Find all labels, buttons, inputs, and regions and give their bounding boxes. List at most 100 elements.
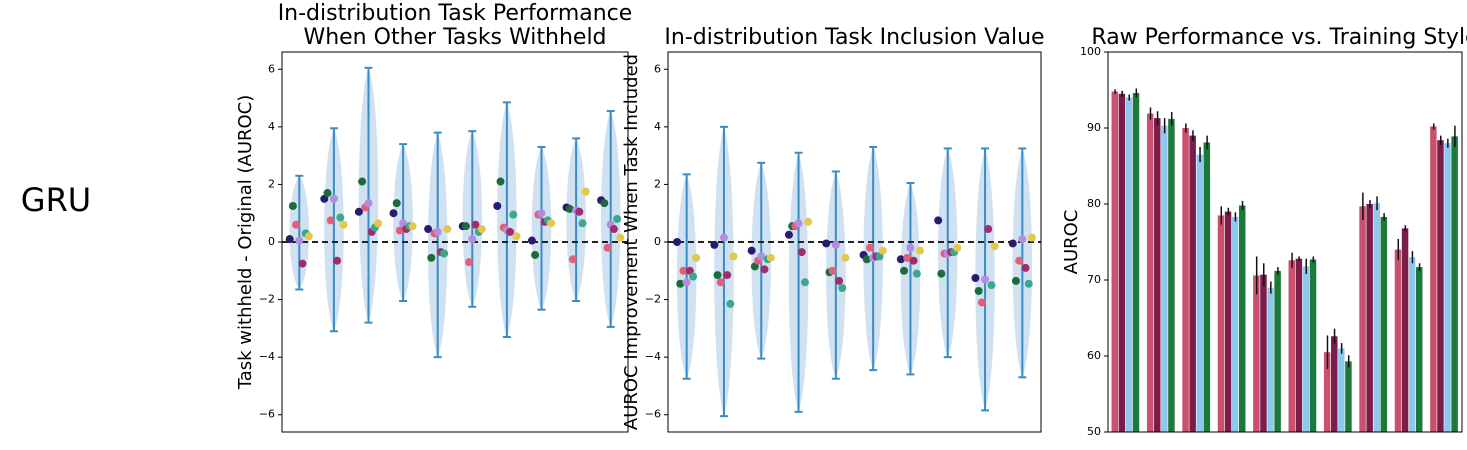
point (336, 213, 345, 222)
bar (1295, 258, 1303, 432)
y-tick-label: −2 (645, 293, 661, 306)
point (477, 225, 486, 234)
point (465, 258, 474, 267)
bar (1437, 140, 1444, 432)
point (900, 266, 909, 275)
point (835, 276, 844, 285)
bar (1415, 267, 1423, 432)
point (565, 204, 574, 213)
point (408, 222, 417, 231)
point (692, 253, 701, 262)
point (862, 255, 871, 264)
point (987, 281, 996, 290)
point (906, 243, 915, 252)
y-tick-label: −6 (259, 408, 275, 421)
bar (1451, 136, 1458, 433)
point (424, 225, 433, 234)
y-tick-label: 0 (654, 235, 661, 248)
point (609, 225, 618, 234)
plot-frame (667, 51, 1042, 433)
point (716, 278, 725, 287)
bar (1274, 270, 1281, 432)
bar (1189, 135, 1196, 432)
y-tick-label: 4 (268, 120, 275, 133)
point (903, 253, 912, 262)
point (800, 278, 809, 287)
bar (1323, 352, 1331, 432)
point (461, 222, 470, 231)
point (333, 256, 342, 265)
point (506, 227, 515, 236)
y-tick-label: −6 (645, 408, 661, 421)
point (713, 271, 722, 280)
point (427, 253, 436, 262)
point (757, 252, 766, 261)
point (527, 236, 536, 245)
point (838, 284, 847, 293)
bar (1401, 228, 1409, 432)
point (433, 227, 442, 236)
y-tick-label: 0 (268, 235, 275, 248)
point (682, 278, 691, 287)
point (723, 271, 732, 280)
point (1011, 276, 1020, 285)
bar (1203, 142, 1211, 432)
point (575, 207, 584, 216)
y-tick-label: 2 (654, 177, 661, 190)
point (1018, 235, 1027, 244)
y-axis-label: AUROC Improvement When Task Included (621, 54, 642, 430)
point (865, 243, 874, 252)
point (729, 252, 738, 261)
y-axis-label: AUROC (1061, 210, 1082, 275)
bar (1288, 260, 1296, 432)
point (616, 233, 625, 242)
point (440, 249, 449, 258)
row-label: GRU (21, 181, 91, 219)
point (568, 255, 577, 264)
bar (1444, 143, 1451, 432)
point (909, 256, 918, 265)
point (537, 209, 546, 218)
point (990, 242, 999, 251)
point (673, 238, 682, 246)
point (766, 253, 775, 262)
plot-frame (1107, 51, 1463, 433)
point (726, 299, 735, 308)
point (389, 209, 398, 218)
point (613, 214, 622, 223)
point (831, 240, 840, 249)
point (878, 246, 887, 255)
y-tick-label: 70 (1087, 273, 1101, 286)
y-tick-label: −2 (259, 293, 275, 306)
point (747, 246, 756, 255)
point (841, 253, 850, 262)
y-tick-label: 4 (654, 120, 661, 133)
plot-frame (281, 51, 629, 433)
point (977, 298, 986, 307)
bar (1196, 154, 1203, 432)
point (981, 275, 990, 284)
point (984, 225, 993, 234)
point (1024, 279, 1033, 288)
bar (1238, 205, 1246, 432)
point (679, 266, 688, 275)
point (896, 255, 905, 264)
bar (1111, 91, 1119, 433)
point (323, 189, 332, 198)
y-tick-label: −4 (645, 350, 661, 363)
point (288, 202, 297, 211)
point (471, 220, 480, 229)
point (578, 219, 587, 228)
point (531, 250, 540, 259)
bar (1373, 203, 1380, 432)
point (974, 286, 983, 295)
point (329, 194, 338, 203)
point (822, 239, 831, 248)
bar (1394, 249, 1402, 432)
bar (1366, 204, 1373, 432)
y-tick-label: 80 (1087, 197, 1101, 210)
point (797, 248, 806, 257)
y-tick-label: 60 (1087, 349, 1101, 362)
point (912, 269, 921, 278)
bar (1253, 275, 1260, 432)
